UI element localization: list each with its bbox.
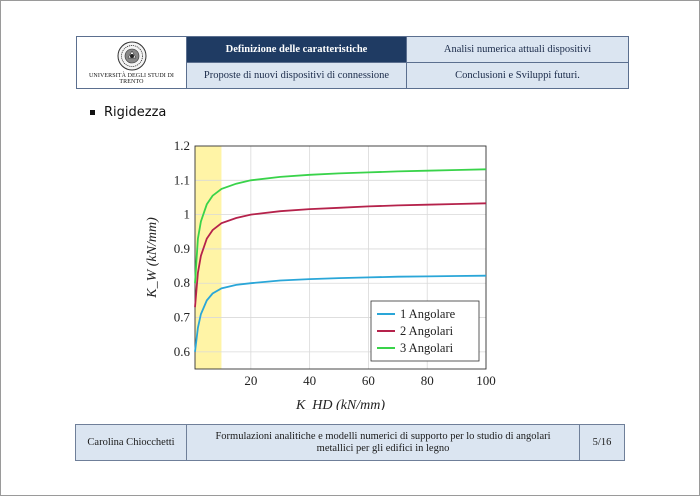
footer-title: Formulazioni analitiche e modelli numeri… (215, 430, 551, 454)
y-tick-label: 1.1 (174, 172, 190, 187)
highlight-band (195, 146, 222, 369)
y-tick-label: 0.6 (174, 344, 191, 359)
x-tick-label: 20 (244, 373, 257, 388)
university-logo: UNIVERSITÀ DEGLI STUDI DI TRENTO (77, 37, 187, 88)
legend-label: 3 Angolari (400, 341, 454, 355)
nav-item-proposte[interactable]: Proposte di nuovi dispositivi di conness… (187, 62, 407, 88)
y-axis-label: K_W (kN/mm) (145, 217, 160, 299)
y-tick-label: 0.8 (174, 275, 190, 290)
bullet-item: Rigidezza (90, 105, 166, 120)
slide-footer: Carolina Chiocchetti Formulazioni analit… (75, 424, 625, 461)
plot-frame (194, 145, 487, 370)
x-tick-label: 40 (303, 373, 316, 388)
university-seal-icon (117, 41, 146, 70)
x-tick-label: 80 (421, 373, 434, 388)
legend-label: 1 Angolare (400, 307, 456, 321)
footer-page-number: 5/16 (592, 436, 612, 448)
nav-item-definizione[interactable]: Definizione delle caratteristiche (187, 37, 407, 63)
y-tick-label: 1.2 (174, 138, 190, 153)
bullet-square-icon (90, 110, 95, 115)
stiffness-chart: 20 40 60 80 100 0.6 0.7 0.8 0.9 1 1.1 1.2 1 Angolare… (145, 138, 496, 410)
nav-item-analisi[interactable]: Analisi numerica attuali dispositivi (407, 37, 628, 63)
series-line-3 (194, 168, 487, 284)
x-tick-label: 60 (362, 373, 375, 388)
x-tick-label: 100 (476, 373, 496, 388)
nav-item-conclusioni[interactable]: Conclusioni e Sviluppi futuri. (455, 69, 580, 81)
series-line-2 (194, 202, 487, 308)
y-tick-label: 0.7 (174, 310, 191, 325)
y-tick-label: 0.9 (174, 241, 190, 256)
university-name: UNIVERSITÀ DEGLI STUDI DI TRENTO (89, 72, 174, 85)
series-line-1 (194, 274, 487, 352)
footer-author: Carolina Chiocchetti (87, 436, 175, 448)
x-axis-label: K_HD (kN/mm) (295, 398, 385, 410)
y-tick-label: 1 (184, 207, 191, 222)
legend-label: 2 Angolari (400, 324, 454, 338)
slide-header: UNIVERSITÀ DEGLI STUDI DI TRENTO Definiz… (76, 36, 629, 89)
footer-title-cell: Formulazioni analitiche e modelli numeri… (186, 425, 580, 460)
bullet-text: Rigidezza (104, 105, 167, 120)
